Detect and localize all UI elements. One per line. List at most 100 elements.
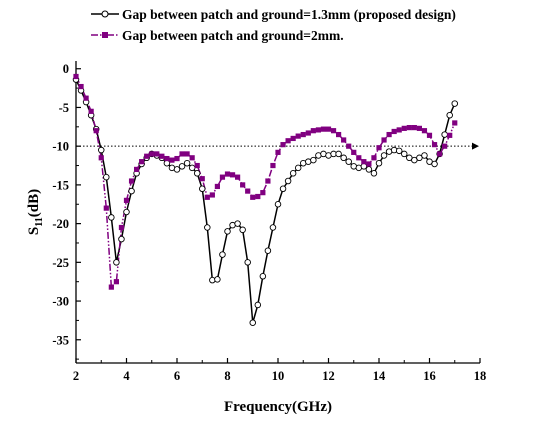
y-tick-label: -25 [52, 256, 69, 270]
series-1-point [274, 201, 282, 208]
series-1-point [264, 247, 272, 254]
y-axis-title-main: S [26, 227, 42, 235]
series-1-point [279, 185, 287, 193]
series-2-point [401, 125, 407, 131]
series-2-point [376, 145, 382, 151]
series-1-point [310, 156, 317, 164]
series-1-point [214, 276, 221, 283]
series-2-point [325, 126, 332, 132]
series-2-point [174, 155, 180, 162]
series-2-point [154, 151, 160, 157]
x-tick-label: 14 [373, 369, 386, 383]
series-2-point [149, 151, 155, 157]
series-1-point [173, 166, 181, 173]
series-2-point [83, 95, 89, 101]
series-1-point [113, 259, 120, 266]
series-2-point [396, 127, 402, 133]
series-2-point [371, 155, 377, 161]
series-2-point [235, 174, 241, 180]
series-2-point [255, 193, 261, 200]
series-2-point [416, 125, 422, 131]
series-2-point [224, 171, 231, 177]
series-2-point [320, 126, 327, 132]
series-1-point [335, 150, 342, 158]
series-2-point [169, 157, 175, 163]
series-1-point [163, 159, 171, 167]
series-2-point [204, 194, 210, 200]
series-2-point [411, 124, 417, 131]
series-2-point [179, 151, 185, 157]
series-2-point [361, 159, 367, 165]
series-2-point [240, 182, 246, 188]
series-2-point [426, 132, 433, 138]
series-2-point [219, 174, 226, 180]
series-1-point [118, 235, 125, 243]
series-2-point [159, 153, 165, 159]
series-1-point [431, 160, 438, 168]
series-2-point [437, 151, 443, 157]
series-1-point [178, 163, 186, 170]
series-lines [75, 76, 456, 323]
series-2-point [98, 155, 104, 161]
series-2-point [275, 149, 281, 155]
series-1-point [249, 319, 256, 326]
series-2-point [280, 142, 286, 148]
x-tick-label: 10 [272, 369, 285, 383]
series-2-point [310, 128, 316, 134]
x-axis-title: Frequency(GHz) [224, 399, 332, 415]
series-2-point [290, 135, 296, 142]
series-2-point [164, 155, 170, 162]
series-1-point [446, 111, 453, 119]
series-2-point [341, 137, 347, 143]
series-2-point [391, 128, 397, 135]
series-2-point [431, 142, 438, 148]
x-tick-label: 12 [322, 369, 335, 383]
series-2-point [406, 124, 412, 131]
series-1-point [345, 158, 352, 165]
series-2-point [315, 127, 321, 133]
series-1-point [239, 226, 246, 234]
series-2-point [209, 192, 215, 198]
y-tick-label: -30 [52, 295, 69, 309]
series-2-point [386, 131, 392, 138]
series-2-point [123, 197, 130, 203]
y-tick-label: -20 [52, 217, 69, 231]
series-2-point [356, 155, 362, 161]
series-2-point [128, 178, 135, 184]
series-1-point [401, 150, 408, 158]
series-2-point [189, 155, 195, 161]
series-1-point [183, 159, 191, 167]
legend-label-1: Gap between patch and ground=1.3mm (prop… [122, 7, 456, 22]
series-1-point [294, 164, 302, 172]
series-1-point [97, 146, 105, 154]
series-1-point [451, 100, 459, 107]
series-2-point [245, 188, 251, 194]
series-1-point [289, 170, 297, 177]
series-1-point [108, 214, 115, 221]
x-tick-label: 6 [174, 369, 180, 383]
series-1-point [360, 163, 368, 170]
x-tick-label: 8 [224, 369, 230, 383]
series-2-point [78, 83, 84, 90]
y-tick-label: 0 [63, 62, 69, 76]
legend-entry-1: Gap between patch and ground=1.3mm (prop… [91, 7, 456, 22]
x-tick-label: 2 [73, 369, 79, 383]
series-2-point [108, 284, 114, 290]
series-2-point [199, 176, 205, 182]
series-1-point [128, 187, 135, 195]
x-tick-label: 4 [123, 369, 130, 383]
series-2-point [336, 131, 342, 138]
series-2-point [452, 120, 458, 126]
series-2-point [93, 128, 99, 134]
series-1-point [234, 220, 241, 227]
y-axis-title-sub: 11 [34, 217, 45, 226]
series-2-point [214, 183, 220, 190]
series-2-point [421, 128, 428, 134]
series-1-point [219, 251, 226, 258]
series-2-point [144, 153, 150, 159]
series-2-point [194, 162, 200, 169]
series-2-point [184, 151, 190, 157]
series-2-point [103, 205, 109, 211]
y-axis-title-unit: (dB) [26, 189, 42, 217]
